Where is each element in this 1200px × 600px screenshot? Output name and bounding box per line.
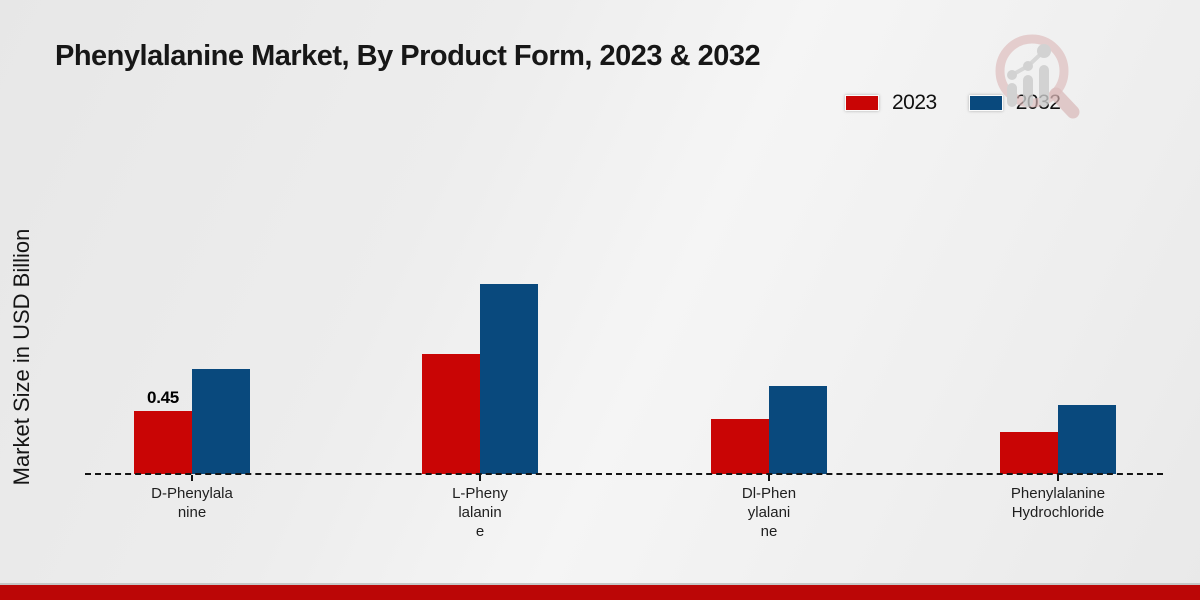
x-axis-tick	[768, 475, 770, 481]
bar-chart-magnifier-logo-icon	[995, 34, 1080, 119]
x-axis-baseline	[85, 473, 1163, 475]
legend-item-2023: 2023	[845, 91, 937, 115]
bar-2023-Dl-Phenylalanine	[711, 419, 769, 474]
legend-swatch-icon	[968, 95, 1003, 111]
footer-divider	[0, 583, 1200, 585]
bar-2032-L-Phenylalanine	[480, 284, 538, 474]
bar-2023-Phenylalanine Hydrochloride	[1000, 432, 1058, 474]
x-axis-tick	[191, 475, 193, 481]
category-label: Dl-Phen ylalani ne	[741, 485, 797, 540]
legend-swatch-icon	[845, 95, 879, 111]
bar-2032-Dl-Phenylalanine	[769, 386, 827, 474]
legend-label: 2023	[892, 91, 937, 114]
x-axis-tick	[1057, 475, 1059, 481]
footer-accent-bar	[0, 585, 1200, 600]
category-label: D-Phenylala nine	[151, 485, 233, 521]
category-label: L-Pheny lalanin e	[452, 485, 508, 540]
category-label: Phenylalanine Hydrochloride	[1010, 485, 1106, 521]
x-axis-tick	[479, 475, 481, 481]
bar-2032-D-Phenylalanine	[192, 369, 250, 474]
bar-2023-D-Phenylalanine	[134, 411, 192, 474]
bar-2023-L-Phenylalanine	[422, 354, 480, 474]
bar-value-label: 0.45	[147, 388, 179, 407]
chart-title: Phenylalanine Market, By Product Form, 2…	[55, 40, 761, 72]
bar-2032-Phenylalanine Hydrochloride	[1058, 405, 1116, 474]
